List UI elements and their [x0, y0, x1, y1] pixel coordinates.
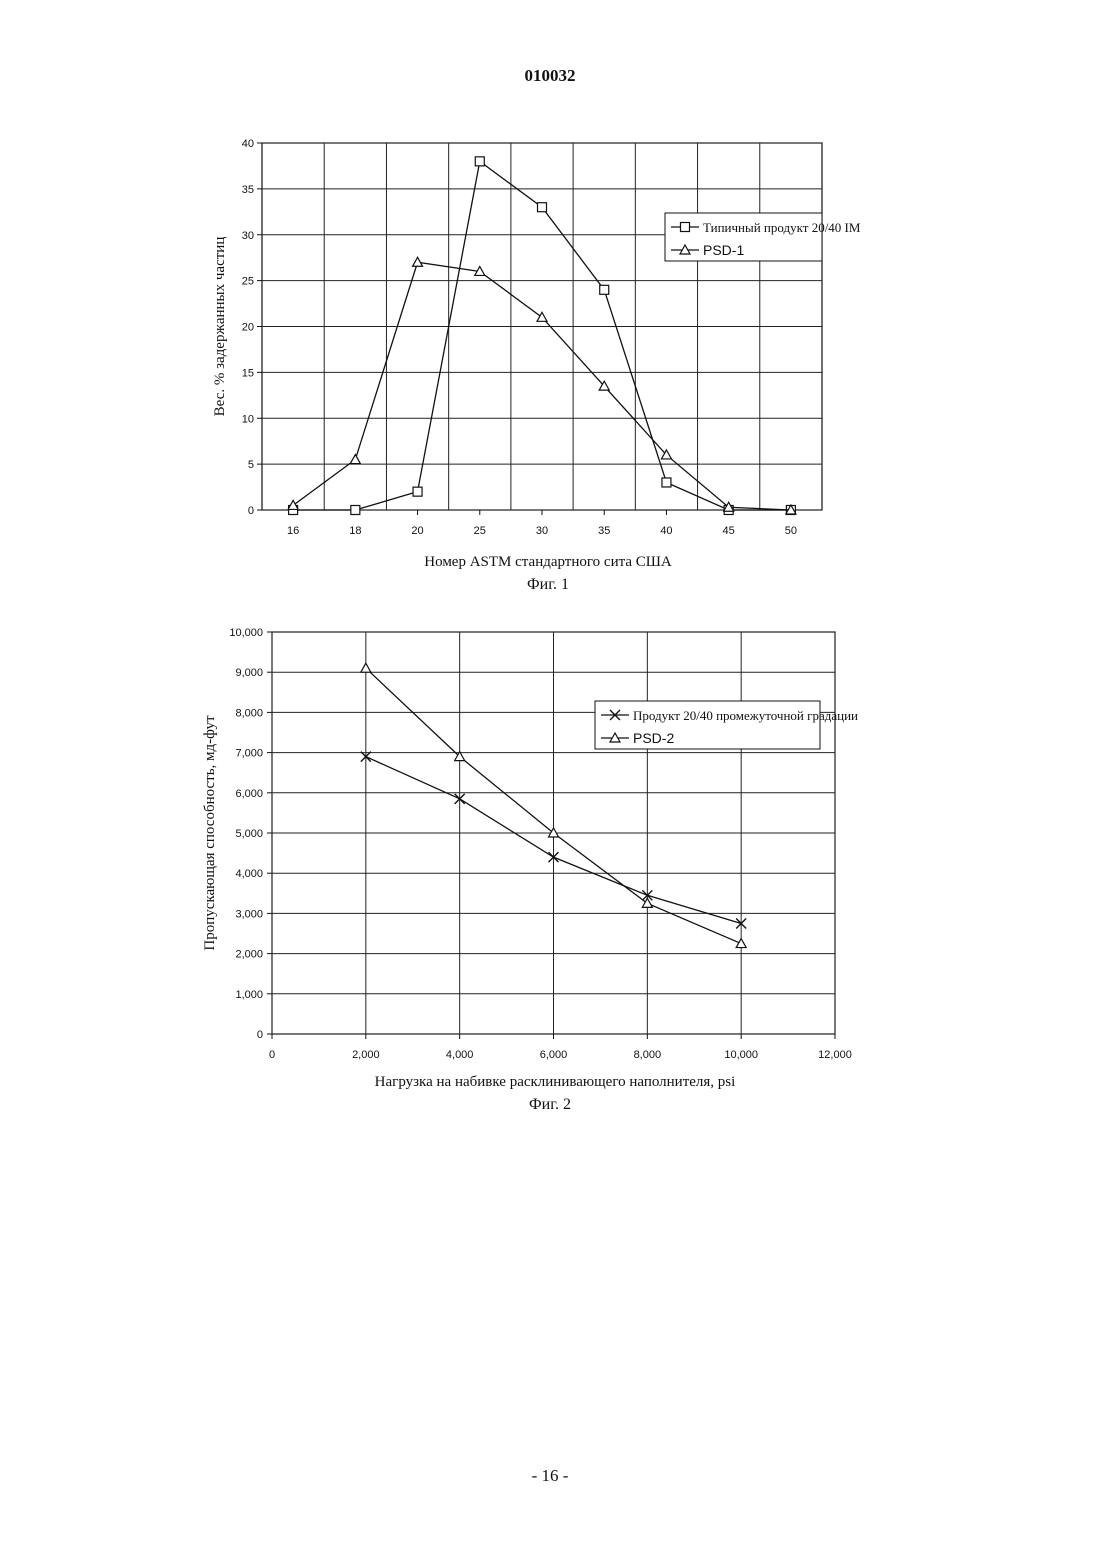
x-tick-label: 12,000 [818, 1049, 852, 1061]
x-tick-label: 2,000 [352, 1049, 380, 1061]
x-axis-title: Нагрузка на набивке расклинивающего напо… [375, 1074, 736, 1090]
page-footer: - 16 - [0, 1466, 1100, 1486]
y-tick-label: 9,000 [235, 667, 263, 679]
y-tick-label: 2,000 [235, 949, 263, 961]
legend-label-2: PSD-2 [633, 730, 674, 746]
figure-2-chart: 0 1,000 2,000 3,000 4,000 5,000 6,000 7,000 8,00… [0, 0, 1100, 1150]
x-tick-label: 6,000 [540, 1049, 568, 1061]
x-tick-label: 4,000 [446, 1049, 474, 1061]
x-tick-label: 10,000 [724, 1049, 758, 1061]
y-tick-label: 0 [257, 1029, 263, 1041]
y-tick-label: 1,000 [235, 989, 263, 1001]
figure-caption: Фиг. 2 [529, 1096, 571, 1113]
y-tick-label: 5,000 [235, 828, 263, 840]
y-tick-label: 8,000 [235, 707, 263, 719]
y-tick-label: 10,000 [229, 627, 263, 639]
x-tick-label: 0 [269, 1049, 275, 1061]
y-tick-label: 4,000 [235, 868, 263, 880]
x-tick-label: 8,000 [634, 1049, 662, 1061]
legend-label-1: Продукт 20/40 промежуточной градации [633, 708, 858, 723]
y-tick-label: 3,000 [235, 908, 263, 920]
y-axis-title: Пропускающая способность, мд-фут [202, 715, 218, 951]
y-tick-label: 7,000 [235, 748, 263, 760]
y-tick-label: 6,000 [235, 788, 263, 800]
